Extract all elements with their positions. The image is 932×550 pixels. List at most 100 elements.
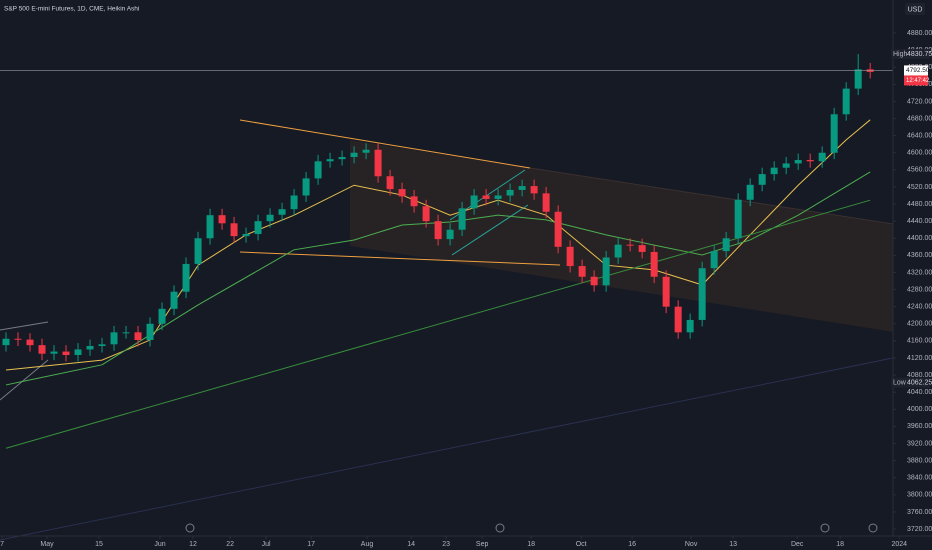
x-tick-label: 17 xyxy=(307,541,315,548)
x-tick-label: 22 xyxy=(226,541,234,548)
candle-body xyxy=(134,332,142,341)
long-line xyxy=(0,349,932,541)
y-tick-label: 3840.00 xyxy=(907,475,932,482)
x-tick-label: 7 xyxy=(0,541,4,548)
currency-box[interactable] xyxy=(905,3,925,15)
y-tick-label: 4280.00 xyxy=(907,286,932,293)
x-tick-label: Nov xyxy=(685,541,698,548)
candle-body xyxy=(26,339,34,346)
candle-body xyxy=(842,88,850,115)
countdown: 12:47:42 xyxy=(906,78,930,84)
candle-body xyxy=(86,346,94,350)
y-tick-label: 3800.00 xyxy=(907,492,932,499)
candle-body xyxy=(662,276,670,307)
candle-body xyxy=(578,266,586,277)
candle-body xyxy=(266,214,274,222)
x-tick-label: 14 xyxy=(407,541,415,548)
candle-body xyxy=(746,184,754,200)
marker-label: Low xyxy=(893,380,907,387)
candle-body xyxy=(830,114,838,153)
candle-body xyxy=(74,349,82,355)
candle-body xyxy=(602,257,610,286)
candle-body xyxy=(278,209,286,215)
y-tick-label: 4880.00 xyxy=(907,30,932,37)
candle-body xyxy=(326,159,334,162)
event-icon[interactable] xyxy=(495,523,505,533)
candle-body xyxy=(758,174,766,185)
y-tick-label: 4200.00 xyxy=(907,321,932,328)
candle-body xyxy=(98,344,106,347)
marker-value: 4830.75 xyxy=(907,51,932,58)
candle-body xyxy=(794,160,802,164)
axis-layer: 3720.00 3760.00 3800.00 3840.00 3880.00 3920.… xyxy=(0,30,932,548)
candle-body xyxy=(818,152,826,162)
candle-body xyxy=(362,149,370,153)
marker-label: High xyxy=(893,51,908,58)
candle-body xyxy=(410,196,418,207)
trend-line xyxy=(239,251,561,266)
candle-body xyxy=(806,160,814,162)
candle-body xyxy=(218,215,226,224)
event-icon[interactable] xyxy=(820,523,830,533)
chart-title: S&P 500 E-mini Futures, 1D, CME, Heikin … xyxy=(4,6,139,13)
candle-body xyxy=(722,238,730,252)
y-tick-label: 4160.00 xyxy=(907,338,932,345)
candle-body xyxy=(182,263,190,292)
y-tick-label: 4480.00 xyxy=(907,201,932,208)
candle-body xyxy=(566,246,574,267)
x-tick-label: Sep xyxy=(476,541,489,548)
y-tick-label: 4320.00 xyxy=(907,269,932,276)
candle-body xyxy=(686,319,694,333)
candle-body xyxy=(434,221,442,240)
candle-body xyxy=(770,167,778,175)
candle-body xyxy=(698,268,706,320)
candle-body xyxy=(734,199,742,239)
candle-body xyxy=(242,233,250,237)
x-tick-label: 12 xyxy=(189,541,197,548)
y-tick-label: 4680.00 xyxy=(907,115,932,122)
y-tick-label: 3920.00 xyxy=(907,440,932,447)
x-tick-label: Jul xyxy=(262,541,271,548)
event-icon[interactable] xyxy=(185,523,195,533)
y-tick-label: 3880.00 xyxy=(907,457,932,464)
candle-body xyxy=(458,208,466,230)
marker-box xyxy=(891,49,930,60)
candle-body xyxy=(710,251,718,269)
candle-body xyxy=(302,178,310,196)
candle-body xyxy=(506,189,514,196)
y-tick-label: 4720.00 xyxy=(907,98,932,105)
plot xyxy=(0,54,893,449)
candle-body xyxy=(38,345,46,354)
moving-average xyxy=(5,171,871,386)
candle-body xyxy=(674,306,682,333)
x-tick-label: 2024 xyxy=(891,541,907,548)
y-tick-label: 4600.00 xyxy=(907,150,932,157)
candle-body xyxy=(338,157,346,160)
candle-body xyxy=(470,195,478,209)
x-tick-label: Jun xyxy=(154,541,165,548)
x-tick-label: 16 xyxy=(628,541,636,548)
y-tick-label: 4360.00 xyxy=(907,252,932,259)
event-icon[interactable] xyxy=(868,523,878,533)
x-tick-label: Oct xyxy=(576,541,587,548)
candle-body xyxy=(650,251,658,277)
candle-body xyxy=(350,152,358,158)
candle-body xyxy=(494,195,502,199)
trend-line xyxy=(239,119,531,169)
candle-body xyxy=(170,291,178,309)
y-tick-label: 4000.00 xyxy=(907,406,932,413)
candle-body xyxy=(446,229,454,240)
candle-body xyxy=(122,332,130,334)
candle-body xyxy=(110,332,118,345)
y-tick-label: 4400.00 xyxy=(907,235,932,242)
candle-body xyxy=(290,195,298,210)
y-tick-label: 4120.00 xyxy=(907,355,932,362)
price-axis xyxy=(893,0,932,550)
drawing-line xyxy=(0,321,49,331)
candle-body xyxy=(14,338,22,340)
candle-body xyxy=(254,221,262,234)
candle-body xyxy=(146,323,154,341)
candle-body xyxy=(422,206,430,222)
